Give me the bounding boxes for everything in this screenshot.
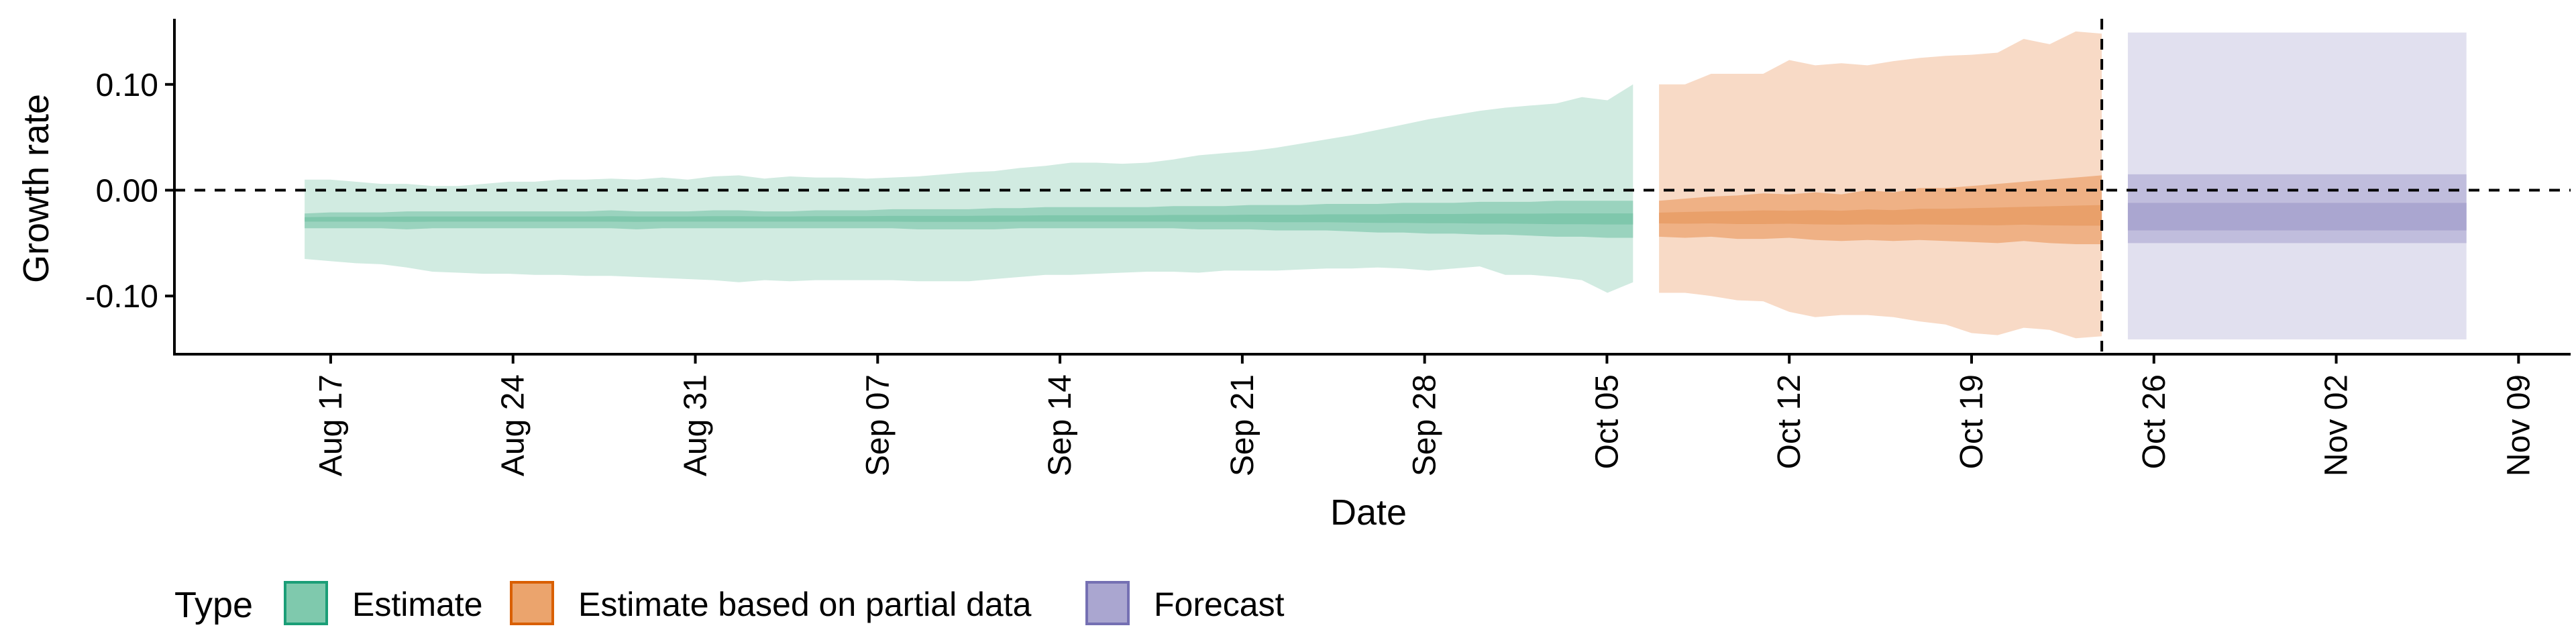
series-estimate-based-on-partial-data <box>1659 31 2102 339</box>
legend: Type Estimate Estimate based on partial d… <box>174 581 1285 625</box>
x-tick-label: Oct 12 <box>1772 374 1807 469</box>
axes-layer: Growth rate Date -0.10 0.00 0.10 Aug 17 Aug … <box>16 19 2571 533</box>
y-tick-label: -0.10 <box>85 279 158 315</box>
x-tick-label: Oct 26 <box>2137 374 2172 469</box>
legend-key <box>510 581 554 625</box>
legend-key <box>284 581 328 625</box>
legend-label: Estimate <box>352 586 483 623</box>
median-band <box>2127 203 2467 231</box>
legend-key <box>1085 581 1130 625</box>
reference-lines <box>174 19 2571 354</box>
x-tick-label: Sep 14 <box>1042 374 1078 476</box>
y-axis-title: Growth rate <box>16 94 56 283</box>
legend-label: Estimate based on partial data <box>578 586 1032 623</box>
x-axis-title: Date <box>1330 492 1407 533</box>
x-tick-label: Nov 09 <box>2501 374 2536 476</box>
x-tick-label: Oct 05 <box>1589 374 1625 469</box>
band-layer <box>305 31 2467 339</box>
inner-interval-band <box>1659 175 2102 244</box>
series-estimate <box>305 84 1633 293</box>
x-tick-label: Aug 24 <box>496 374 531 476</box>
outer-interval-band <box>1659 31 2102 339</box>
x-tick-label: Sep 28 <box>1407 374 1443 476</box>
series-forecast <box>2127 32 2467 339</box>
outer-interval-band <box>305 84 1633 293</box>
median-band <box>1659 205 2102 226</box>
legend-title: Type <box>174 585 253 625</box>
x-tick-label: Aug 31 <box>678 374 714 476</box>
x-tick-label: Aug 17 <box>313 374 349 476</box>
x-tick-label: Oct 19 <box>1954 374 1990 469</box>
y-tick-label: 0.10 <box>96 68 158 103</box>
legend-label: Forecast <box>1154 586 1285 623</box>
x-tick-label: Sep 07 <box>860 374 896 476</box>
x-tick-label: Sep 21 <box>1225 374 1260 476</box>
y-tick-label: 0.00 <box>96 174 158 209</box>
x-tick-label: Nov 02 <box>2319 374 2355 476</box>
median-band <box>305 213 1633 225</box>
